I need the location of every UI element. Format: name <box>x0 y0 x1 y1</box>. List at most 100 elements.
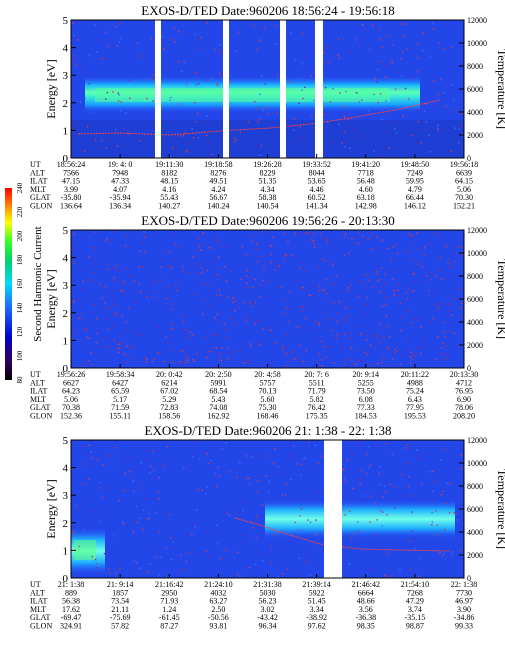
panel-3-noise <box>72 441 462 577</box>
panel-2-noise <box>72 231 464 367</box>
noise-pixel <box>425 103 427 105</box>
noise-pixel <box>334 362 336 364</box>
noise-pixel <box>108 290 110 293</box>
noise-pixel <box>327 121 329 123</box>
noise-pixel <box>268 480 270 483</box>
noise-pixel <box>230 270 232 272</box>
table-cell: 162.92 <box>207 412 229 421</box>
noise-pixel <box>270 364 272 366</box>
noise-pixel <box>266 455 269 457</box>
noise-pixel <box>211 78 214 80</box>
noise-pixel <box>102 58 105 60</box>
noise-pixel <box>189 331 191 333</box>
noise-pixel <box>323 289 325 291</box>
noise-pixel <box>334 318 336 321</box>
noise-pixel <box>452 25 454 27</box>
noise-pixel <box>374 534 377 536</box>
table-cell: 152.36 <box>60 412 82 421</box>
table-cell: 75.30 <box>259 403 277 412</box>
noise-pixel <box>315 519 317 521</box>
noise-pixel <box>150 465 152 468</box>
noise-pixel <box>138 487 141 489</box>
noise-pixel <box>440 459 442 461</box>
noise-pixel <box>435 358 437 361</box>
noise-pixel <box>254 302 256 304</box>
noise-pixel <box>254 100 256 103</box>
noise-pixel <box>388 296 390 298</box>
noise-pixel <box>185 84 188 86</box>
noise-pixel <box>84 97 86 99</box>
noise-pixel <box>310 329 312 331</box>
noise-pixel <box>262 109 264 111</box>
noise-pixel <box>402 51 404 53</box>
noise-pixel <box>97 328 99 331</box>
noise-pixel <box>112 314 114 316</box>
noise-pixel <box>155 512 157 514</box>
noise-pixel <box>163 49 165 51</box>
table-cell: 5922 <box>309 588 325 597</box>
noise-pixel <box>211 333 214 336</box>
noise-pixel <box>340 323 342 325</box>
noise-pixel <box>266 107 268 109</box>
noise-pixel <box>140 55 142 57</box>
noise-pixel <box>127 275 130 277</box>
noise-pixel <box>416 71 419 73</box>
noise-pixel <box>83 529 85 531</box>
noise-pixel <box>422 49 424 52</box>
noise-pixel <box>284 346 286 348</box>
noise-pixel <box>379 93 382 95</box>
noise-pixel <box>134 361 136 363</box>
noise-pixel <box>91 364 93 366</box>
table-cell: 7566 <box>63 168 79 177</box>
noise-pixel <box>332 88 334 90</box>
noise-pixel <box>394 271 396 273</box>
table-cell: 4.24 <box>211 185 225 194</box>
noise-pixel <box>369 464 372 466</box>
noise-pixel <box>257 261 259 263</box>
noise-pixel <box>94 303 96 306</box>
noise-pixel <box>81 483 84 485</box>
table-row-name: MLT <box>30 185 46 194</box>
noise-pixel <box>349 115 351 118</box>
noise-pixel <box>377 68 379 71</box>
noise-pixel <box>254 278 256 281</box>
noise-pixel <box>305 56 308 58</box>
noise-pixel <box>367 110 369 112</box>
noise-pixel <box>410 530 413 532</box>
y2-tick-label: 12000 <box>467 226 487 235</box>
noise-pixel <box>416 232 418 234</box>
noise-pixel <box>229 74 231 77</box>
noise-pixel <box>435 275 437 278</box>
noise-pixel <box>380 361 383 364</box>
noise-pixel <box>449 482 451 484</box>
noise-pixel <box>410 322 412 324</box>
noise-pixel <box>104 31 107 33</box>
noise-pixel <box>274 268 276 271</box>
noise-pixel <box>163 360 166 363</box>
noise-pixel <box>460 112 462 115</box>
noise-pixel <box>172 308 174 310</box>
noise-pixel <box>378 473 380 475</box>
table-cell: 56.67 <box>209 193 227 202</box>
noise-pixel <box>288 81 290 83</box>
noise-pixel <box>381 155 383 157</box>
noise-pixel <box>364 29 366 31</box>
noise-pixel <box>119 350 121 353</box>
table-cell: 97.62 <box>308 622 326 631</box>
noise-pixel <box>313 233 315 235</box>
table-cell: 55.43 <box>160 193 178 202</box>
noise-pixel <box>372 25 374 27</box>
noise-pixel <box>384 273 386 276</box>
noise-pixel <box>284 353 286 355</box>
y-tick-label: 2 <box>63 98 69 110</box>
noise-pixel <box>256 243 258 245</box>
noise-pixel <box>119 22 121 25</box>
noise-pixel <box>323 490 325 492</box>
noise-pixel <box>443 92 445 94</box>
noise-pixel <box>170 119 173 122</box>
noise-pixel <box>249 343 251 345</box>
noise-pixel <box>406 48 408 50</box>
noise-pixel <box>169 155 172 157</box>
noise-pixel <box>270 303 272 305</box>
